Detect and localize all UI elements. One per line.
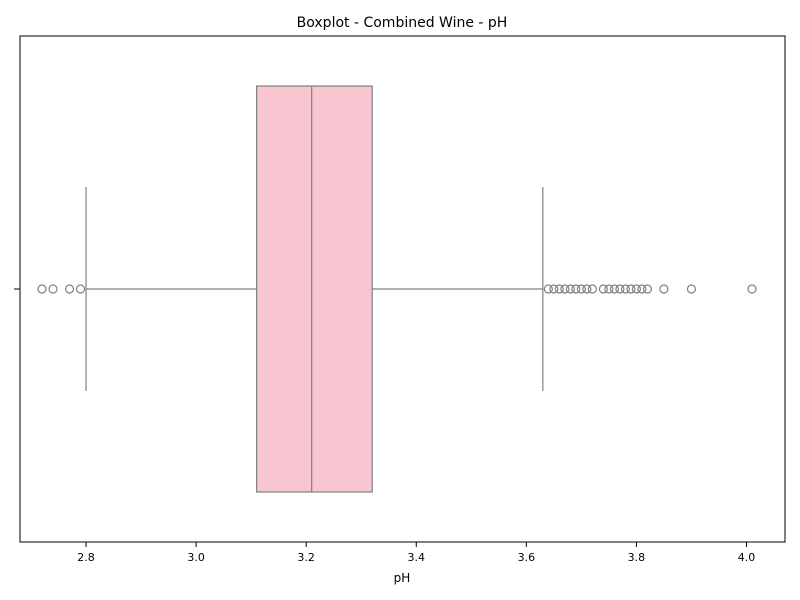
outlier-point <box>582 284 592 294</box>
outlier-point <box>747 284 757 294</box>
outlier-point <box>37 284 47 294</box>
x-tick-label: 3.0 <box>187 551 205 564</box>
x-tick-label: 3.4 <box>408 551 426 564</box>
outlier-point <box>571 284 581 294</box>
x-tick-label: 3.6 <box>518 551 536 564</box>
outlier-point <box>565 284 575 294</box>
outlier-point <box>598 284 608 294</box>
outlier-point <box>631 284 642 294</box>
x-tick-label: 2.8 <box>77 551 95 564</box>
x-tick-label: 3.2 <box>297 551 315 564</box>
outlier-point <box>549 284 559 294</box>
x-axis-ticks: 2.8 3.0 3.2 3.4 3.6 3.8 4.0 <box>77 542 755 564</box>
outlier-point <box>576 284 586 294</box>
outlier-point <box>604 284 614 294</box>
plot-area <box>37 85 757 493</box>
chart-title: Boxplot - Combined Wine - pH <box>297 15 508 31</box>
outlier-point <box>560 284 570 294</box>
iqr-box <box>256 85 373 493</box>
outlier-point <box>637 284 647 294</box>
x-tick-label: 3.8 <box>628 551 646 564</box>
outlier-point <box>609 284 619 294</box>
outlier-point <box>615 284 625 294</box>
outlier-point <box>554 284 564 294</box>
outlier-point <box>64 284 75 294</box>
outlier-point <box>48 284 58 294</box>
outlier-point <box>659 284 669 294</box>
outlier-point <box>75 284 86 294</box>
outlier-point <box>626 284 636 294</box>
outlier-point <box>543 284 553 294</box>
x-tick-label: 4.0 <box>738 551 756 564</box>
x-axis-label: pH <box>394 571 411 585</box>
outlier-point <box>587 284 597 294</box>
outlier-point <box>642 284 653 294</box>
outlier-point <box>686 284 697 294</box>
outlier-point <box>620 284 630 294</box>
